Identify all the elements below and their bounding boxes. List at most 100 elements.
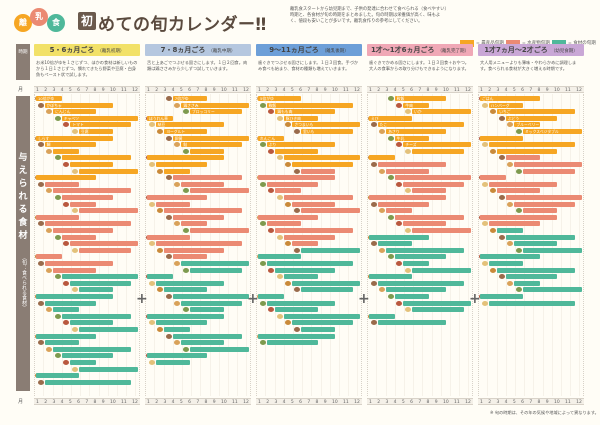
plus-connector: + — [358, 291, 370, 307]
food-icon — [37, 261, 44, 266]
month-tick: 11 — [454, 400, 460, 405]
month-tick: 1 — [258, 400, 261, 405]
page-title: めての旬カレンダー‼ — [98, 15, 267, 35]
season-bar — [147, 234, 190, 240]
month-strip-bottom: 1 2 3 4 5 6 7 8 9 10 11 12 — [34, 398, 140, 405]
month-tick: 2 — [377, 88, 381, 93]
month-tick: 7 — [529, 88, 533, 93]
season-bar — [155, 122, 225, 128]
food-icon — [481, 261, 488, 266]
season-bar — [70, 280, 131, 286]
food-icon — [379, 129, 386, 134]
plus-connector: + — [247, 291, 259, 307]
season-bar — [44, 261, 114, 266]
side-period-label: 時期 — [16, 44, 30, 80]
season-bar — [266, 221, 301, 227]
season-bar — [44, 181, 79, 187]
food-icon — [405, 109, 411, 115]
season-bar — [61, 353, 114, 359]
season-bar — [44, 300, 97, 306]
food-icon — [387, 254, 394, 260]
food-icon — [285, 162, 292, 167]
season-bar — [172, 254, 208, 260]
month-tick: 7 — [85, 400, 89, 405]
month-tick: 11 — [343, 88, 349, 93]
season-bar — [258, 175, 336, 181]
month-tick: 12 — [132, 400, 138, 405]
season-bar — [488, 102, 523, 108]
month-tick: 5 — [401, 400, 405, 405]
season-bar — [480, 294, 523, 299]
month-tick: 10 — [553, 400, 560, 405]
legend-swatch-3 — [552, 40, 566, 47]
month-tick: 9 — [323, 88, 327, 93]
food-icon — [148, 162, 155, 167]
food-icon — [268, 109, 275, 115]
season-bar — [505, 155, 541, 161]
month-tick: 3 — [52, 88, 56, 93]
food-icon — [37, 142, 44, 148]
month-tick: 4 — [393, 400, 397, 405]
food-icon — [490, 148, 497, 154]
food-icon — [387, 135, 394, 141]
column-description-2: 舌と上あごでつぶせる固さにします。１日２回食。肉類は鶏ささみから少しずつ試してい… — [147, 60, 248, 71]
food-icon — [157, 168, 164, 174]
season-bar — [79, 366, 138, 372]
food-icon — [516, 208, 522, 214]
food-label: 里いも — [303, 129, 315, 134]
food-icon — [63, 241, 70, 247]
season-bar — [275, 148, 319, 154]
food-icon — [481, 102, 488, 108]
month-tick: 7 — [196, 400, 200, 405]
season-bar — [79, 287, 114, 293]
food-label: ブロッコリー — [192, 109, 215, 115]
month-tick: 8 — [204, 400, 208, 405]
season-bar — [155, 162, 208, 167]
season-bar — [292, 241, 319, 247]
food-icon — [174, 261, 181, 266]
season-bar — [172, 333, 242, 339]
season-bar — [79, 327, 138, 332]
season-bar — [61, 234, 97, 240]
food-label: 鶏ささみ — [183, 102, 199, 108]
season-bar — [190, 109, 242, 115]
month-tick: 6 — [77, 400, 80, 405]
legend-label-2: = 水産物旬期 — [522, 40, 550, 47]
season-bar — [505, 195, 582, 200]
season-bar — [301, 327, 336, 332]
season-bar — [155, 360, 190, 365]
month-tick: 6 — [521, 400, 524, 405]
season-bar — [377, 122, 464, 128]
column-description-4: 歯ぐきでかめる固さにします。１日３回食＋おやつ。大人の食事からの取り分けもできる… — [369, 60, 469, 71]
season-bar — [523, 208, 558, 214]
month-tick: 12 — [576, 88, 582, 93]
month-tick: 1 — [369, 88, 372, 93]
month-tick: 8 — [537, 88, 541, 93]
month-tick: 10 — [331, 400, 338, 405]
month-tick: 7 — [196, 88, 200, 93]
food-icon — [396, 221, 403, 227]
season-bar — [497, 228, 523, 233]
month-tick: 5 — [401, 88, 405, 93]
season-bar — [44, 102, 114, 108]
food-icon — [516, 247, 522, 253]
month-tick: 2 — [155, 400, 159, 405]
side-char-7: 材 — [18, 231, 28, 241]
month-tick: 12 — [132, 88, 138, 93]
season-bar — [412, 228, 471, 233]
food-icon — [37, 300, 44, 306]
season-bar — [53, 346, 131, 352]
food-icon — [498, 155, 505, 161]
season-bar — [480, 96, 541, 101]
season-bar — [301, 287, 353, 293]
month-tick: 9 — [101, 88, 105, 93]
food-label: えび — [371, 115, 379, 121]
season-bar — [412, 109, 471, 115]
season-bar — [36, 214, 79, 220]
month-tick: 4 — [60, 400, 64, 405]
season-bar — [190, 188, 249, 194]
food-icon — [157, 208, 164, 214]
food-icon — [148, 280, 155, 286]
season-bar — [190, 346, 249, 352]
food-icon — [268, 307, 275, 313]
